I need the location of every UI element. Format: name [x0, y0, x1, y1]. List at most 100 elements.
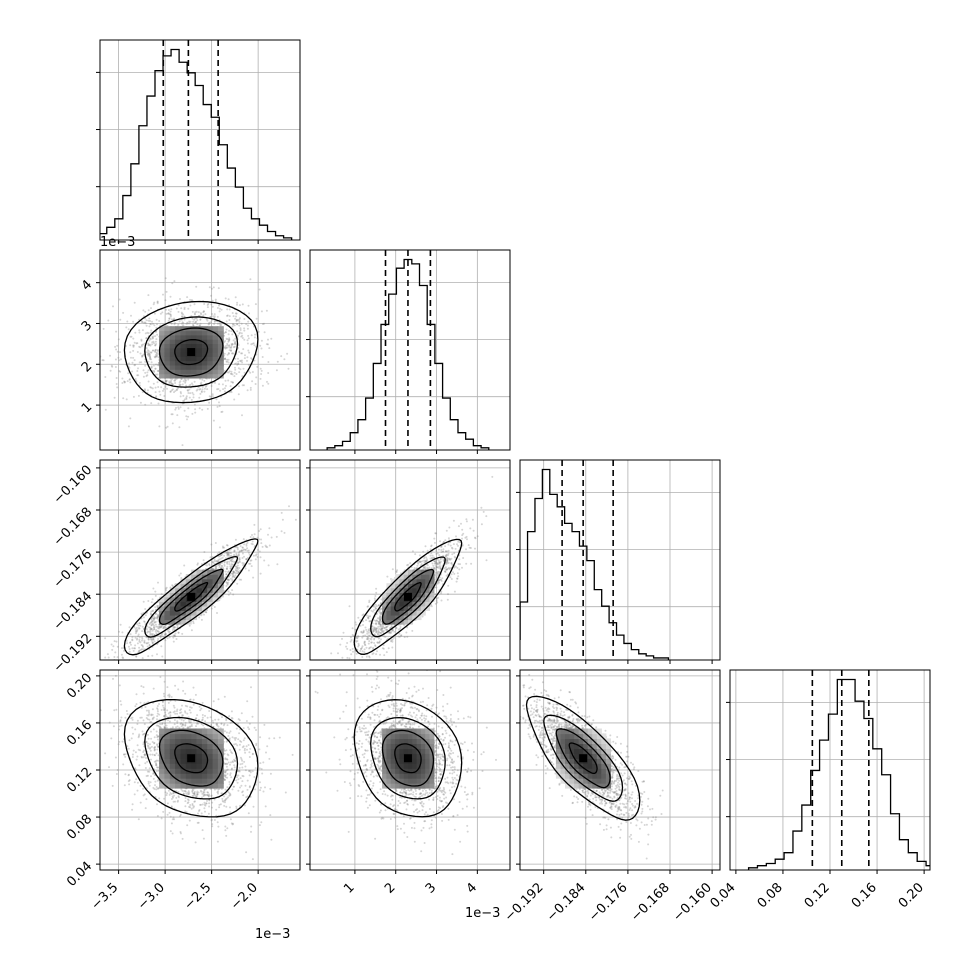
scatter-point [110, 364, 113, 367]
scatter-point [119, 318, 122, 321]
scatter-point [95, 651, 97, 653]
scatter-point [381, 627, 384, 630]
scatter-point [240, 549, 243, 552]
density-cell [164, 592, 171, 598]
density-cell [196, 587, 203, 593]
scatter-point [440, 590, 443, 593]
scatter-point [156, 354, 159, 357]
scatter-point [154, 367, 157, 370]
scatter-point [445, 553, 448, 556]
scatter-point [217, 388, 220, 390]
scatter-point [457, 525, 460, 528]
scatter-point [390, 626, 393, 629]
scatter-point [251, 342, 254, 345]
scatter-point [150, 307, 152, 310]
scatter-point [104, 408, 107, 411]
scatter-point [226, 565, 229, 568]
scatter-point [135, 655, 138, 658]
scatter-point [115, 330, 118, 333]
scatter-point [458, 568, 461, 571]
scatter-point [157, 386, 160, 388]
scatter-point [201, 385, 204, 388]
density-cell [212, 334, 219, 340]
scatter-point [147, 369, 150, 372]
scatter-point [224, 345, 227, 348]
scatter-point [195, 310, 198, 313]
scatter-point [234, 341, 236, 344]
scatter-point [442, 554, 445, 557]
density-cell [169, 596, 176, 602]
density-cell [191, 578, 198, 584]
scatter-point [367, 616, 370, 619]
scatter-point [227, 352, 230, 355]
scatter-point [132, 349, 135, 352]
scatter-point [238, 320, 241, 323]
scatter-point [376, 641, 379, 644]
scatter-point [447, 537, 450, 540]
scatter-point [210, 294, 213, 297]
density-cell [169, 369, 176, 375]
scatter-point [270, 536, 273, 539]
scatter-point [368, 646, 371, 649]
scatter-point [179, 298, 181, 300]
scatter-point [141, 321, 144, 324]
scatter-point [276, 563, 279, 566]
scatter-point [144, 614, 147, 617]
scatter-point [148, 354, 151, 357]
scatter-point [158, 625, 161, 628]
scatter-point [246, 342, 249, 345]
scatter-point [238, 332, 241, 335]
scatter-point [245, 558, 248, 560]
density-cell [191, 356, 198, 362]
scatter-point [138, 649, 141, 652]
scatter-point [138, 636, 141, 639]
density-cell [169, 373, 176, 379]
scatter-point [187, 307, 190, 310]
scatter-point [440, 580, 443, 582]
scatter-point [377, 630, 380, 633]
scatter-point [133, 301, 136, 304]
scatter-point [174, 379, 177, 382]
scatter-point [185, 322, 188, 325]
scatter-point [226, 551, 229, 554]
scatter-point [256, 548, 259, 551]
scatter-point [223, 563, 226, 566]
scatter-point [149, 637, 152, 640]
scatter-point [380, 631, 383, 634]
scatter-point [361, 645, 364, 648]
scatter-point [228, 337, 231, 340]
scatter-point [160, 386, 163, 389]
scatter-point [229, 555, 232, 558]
density-cell [196, 610, 203, 616]
scatter-point [379, 632, 382, 635]
scatter-point [148, 644, 151, 647]
scatter-point [118, 298, 121, 301]
scatter-point [159, 393, 162, 396]
scatter-point [228, 346, 231, 349]
panel-2-1 [306, 459, 511, 664]
scatter-point [144, 364, 147, 367]
scatter-point [176, 387, 179, 390]
scatter-point [146, 642, 149, 645]
scatter-point [180, 311, 183, 314]
scatter-point [154, 386, 157, 389]
scatter-point [236, 567, 239, 569]
scatter-point [156, 606, 159, 609]
scatter-point [129, 660, 131, 662]
scatter-point [227, 551, 230, 554]
scatter-point [116, 344, 119, 347]
density-cell [196, 334, 203, 340]
density-cell [196, 369, 203, 375]
density-cell [207, 601, 214, 607]
scatter-point [434, 573, 437, 576]
density-cell [180, 596, 187, 602]
scatter-point [264, 544, 267, 547]
scatter-point [237, 571, 240, 574]
scatter-point [151, 641, 154, 644]
scatter-point [357, 616, 360, 619]
scatter-point [150, 610, 153, 613]
scatter-point [225, 561, 228, 564]
scatter-point [413, 567, 416, 569]
scatter-point [122, 311, 125, 314]
y-tick-label-4: −0.160 [51, 463, 96, 508]
